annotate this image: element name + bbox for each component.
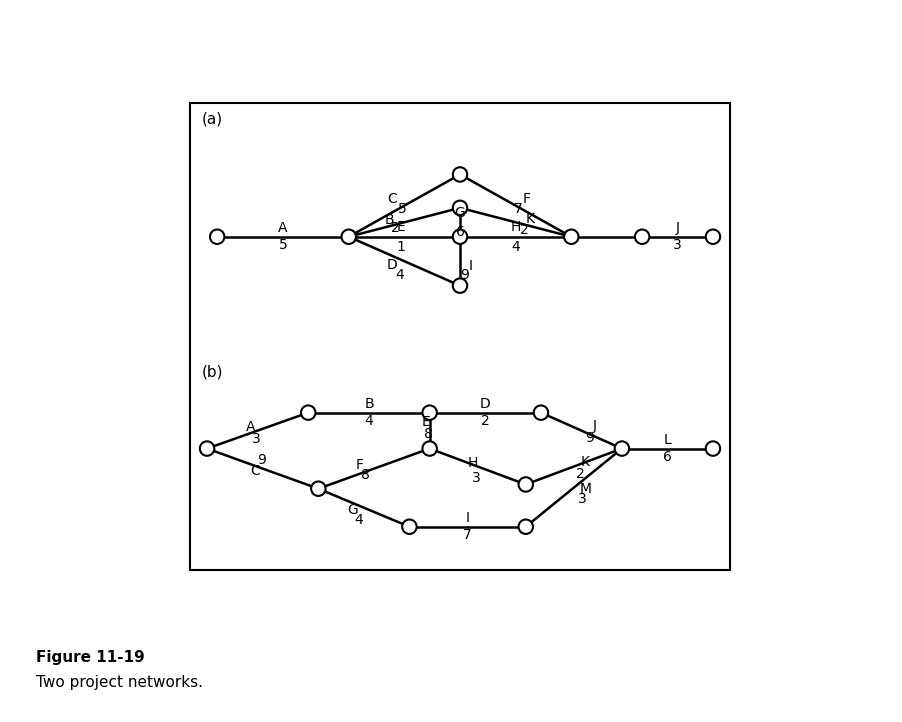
Text: D: D (386, 258, 397, 272)
Text: C: C (250, 464, 260, 478)
Circle shape (209, 230, 225, 244)
Text: 2: 2 (575, 467, 584, 481)
Text: M: M (579, 482, 592, 496)
Text: 8: 8 (424, 427, 432, 441)
Text: C: C (387, 193, 397, 206)
Text: 3: 3 (472, 471, 481, 484)
Circle shape (300, 406, 315, 420)
Circle shape (401, 520, 416, 534)
Text: 7: 7 (513, 202, 522, 217)
Circle shape (518, 520, 532, 534)
Circle shape (452, 201, 466, 215)
Text: 6: 6 (456, 225, 464, 239)
Text: Two project networks.: Two project networks. (36, 675, 203, 690)
Text: 9: 9 (257, 453, 265, 467)
Text: 3: 3 (252, 432, 261, 446)
Circle shape (533, 406, 548, 420)
Text: 3: 3 (577, 492, 586, 505)
Text: 9: 9 (460, 268, 469, 282)
Text: G: G (347, 503, 358, 517)
Text: H: H (467, 456, 477, 470)
Circle shape (311, 482, 326, 496)
Text: I: I (465, 511, 469, 525)
Text: J: J (675, 221, 679, 235)
Text: K: K (525, 212, 534, 225)
Circle shape (422, 406, 437, 420)
Text: 2: 2 (391, 222, 400, 235)
FancyBboxPatch shape (190, 103, 729, 570)
Circle shape (705, 441, 720, 456)
Text: F: F (522, 193, 530, 206)
Text: 6: 6 (662, 450, 671, 464)
Circle shape (614, 441, 629, 456)
Text: 4: 4 (354, 513, 363, 527)
Text: E: E (421, 415, 430, 429)
Text: H: H (510, 220, 520, 234)
Text: Figure 11-19: Figure 11-19 (36, 650, 144, 665)
Circle shape (634, 230, 649, 244)
Text: D: D (479, 397, 490, 411)
Text: L: L (663, 433, 670, 447)
Text: (a): (a) (201, 112, 223, 126)
Text: 4: 4 (511, 240, 520, 253)
Circle shape (564, 230, 578, 244)
Text: 5: 5 (278, 238, 287, 252)
Text: 3: 3 (672, 238, 681, 252)
Text: 1: 1 (396, 240, 405, 253)
Circle shape (422, 441, 437, 456)
Text: (b): (b) (201, 365, 223, 380)
Text: A: A (278, 221, 288, 235)
Circle shape (341, 230, 355, 244)
Text: J: J (593, 419, 596, 432)
Text: E: E (396, 220, 405, 234)
Circle shape (705, 230, 720, 244)
Circle shape (199, 441, 214, 456)
Text: K: K (580, 455, 589, 469)
Text: 4: 4 (364, 414, 373, 428)
Text: 2: 2 (481, 414, 489, 428)
Circle shape (452, 168, 466, 182)
Text: 9: 9 (584, 431, 594, 445)
Text: A: A (245, 420, 254, 434)
Text: 2: 2 (520, 222, 528, 237)
Circle shape (452, 230, 466, 244)
Text: I: I (468, 259, 473, 273)
Text: G: G (454, 206, 465, 219)
Circle shape (518, 477, 532, 492)
Text: 7: 7 (463, 529, 472, 542)
Text: 5: 5 (397, 202, 406, 217)
Text: F: F (354, 458, 363, 472)
Circle shape (452, 279, 466, 293)
Text: 4: 4 (395, 268, 403, 282)
Text: B: B (384, 213, 394, 227)
Text: B: B (364, 397, 373, 411)
Text: 8: 8 (361, 468, 370, 482)
